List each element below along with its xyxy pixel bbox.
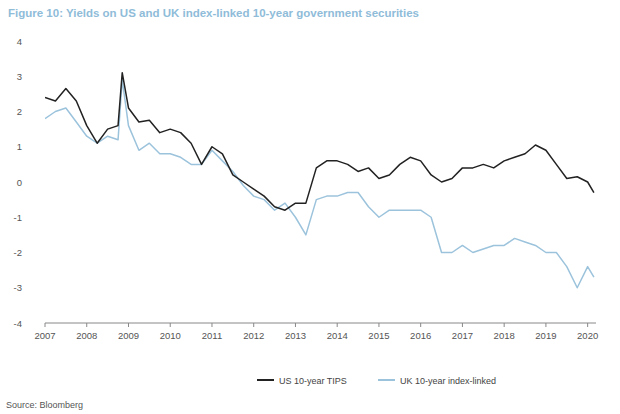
x-tick [211,323,212,327]
chart: Figure 10: Yields on US and UK index-lin… [0,0,620,414]
y-tick-label: 1 [17,141,22,152]
x-tick [337,323,338,327]
x-tick [420,323,421,327]
x-tick-label: 2014 [327,330,348,341]
x-axis [45,323,596,324]
x-tick [128,323,129,327]
source: Source: Bloomberg [6,400,83,410]
x-tick-label: 2015 [368,330,389,341]
x-tick-label: 2020 [577,330,598,341]
y-tick-label: -4 [14,318,22,329]
legend-label: UK 10-year index-linked [400,376,496,386]
x-tick [253,323,254,327]
x-tick-label: 2016 [410,330,431,341]
x-tick-label: 2009 [118,330,139,341]
y-tick-label: -2 [14,247,22,258]
series-line [45,80,594,288]
x-tick [587,323,588,327]
legend-swatch [257,379,274,381]
plot-area [45,73,594,288]
y-tick-label: 0 [17,177,22,188]
legend-swatch [378,379,395,381]
y-tick-label: -3 [14,282,22,293]
legend-label: US 10-year TIPS [279,376,347,386]
x-tick [45,323,46,327]
series-line [45,73,594,210]
x-tick-label: 2010 [160,330,181,341]
y-tick-label: 3 [17,71,22,82]
title: Figure 10: Yields on US and UK index-lin… [8,7,419,19]
x-tick-label: 2011 [202,330,222,341]
x-tick [545,323,546,327]
y-tick-label: 4 [17,36,22,47]
x-tick [462,323,463,327]
x-tick-label: 2008 [76,330,97,341]
x-tick [504,323,505,327]
x-tick-label: 2013 [285,330,306,341]
x-tick [86,323,87,327]
x-tick-label: 2019 [535,330,556,341]
x-tick [295,323,296,327]
x-tick [378,323,379,327]
x-tick-label: 2017 [452,330,473,341]
x-tick-label: 2012 [243,330,264,341]
x-tick-label: 2018 [494,330,515,341]
y-tick-label: 2 [17,106,22,117]
x-tick-label: 2007 [34,330,55,341]
x-tick [170,323,171,327]
y-tick-label: -1 [14,212,22,223]
